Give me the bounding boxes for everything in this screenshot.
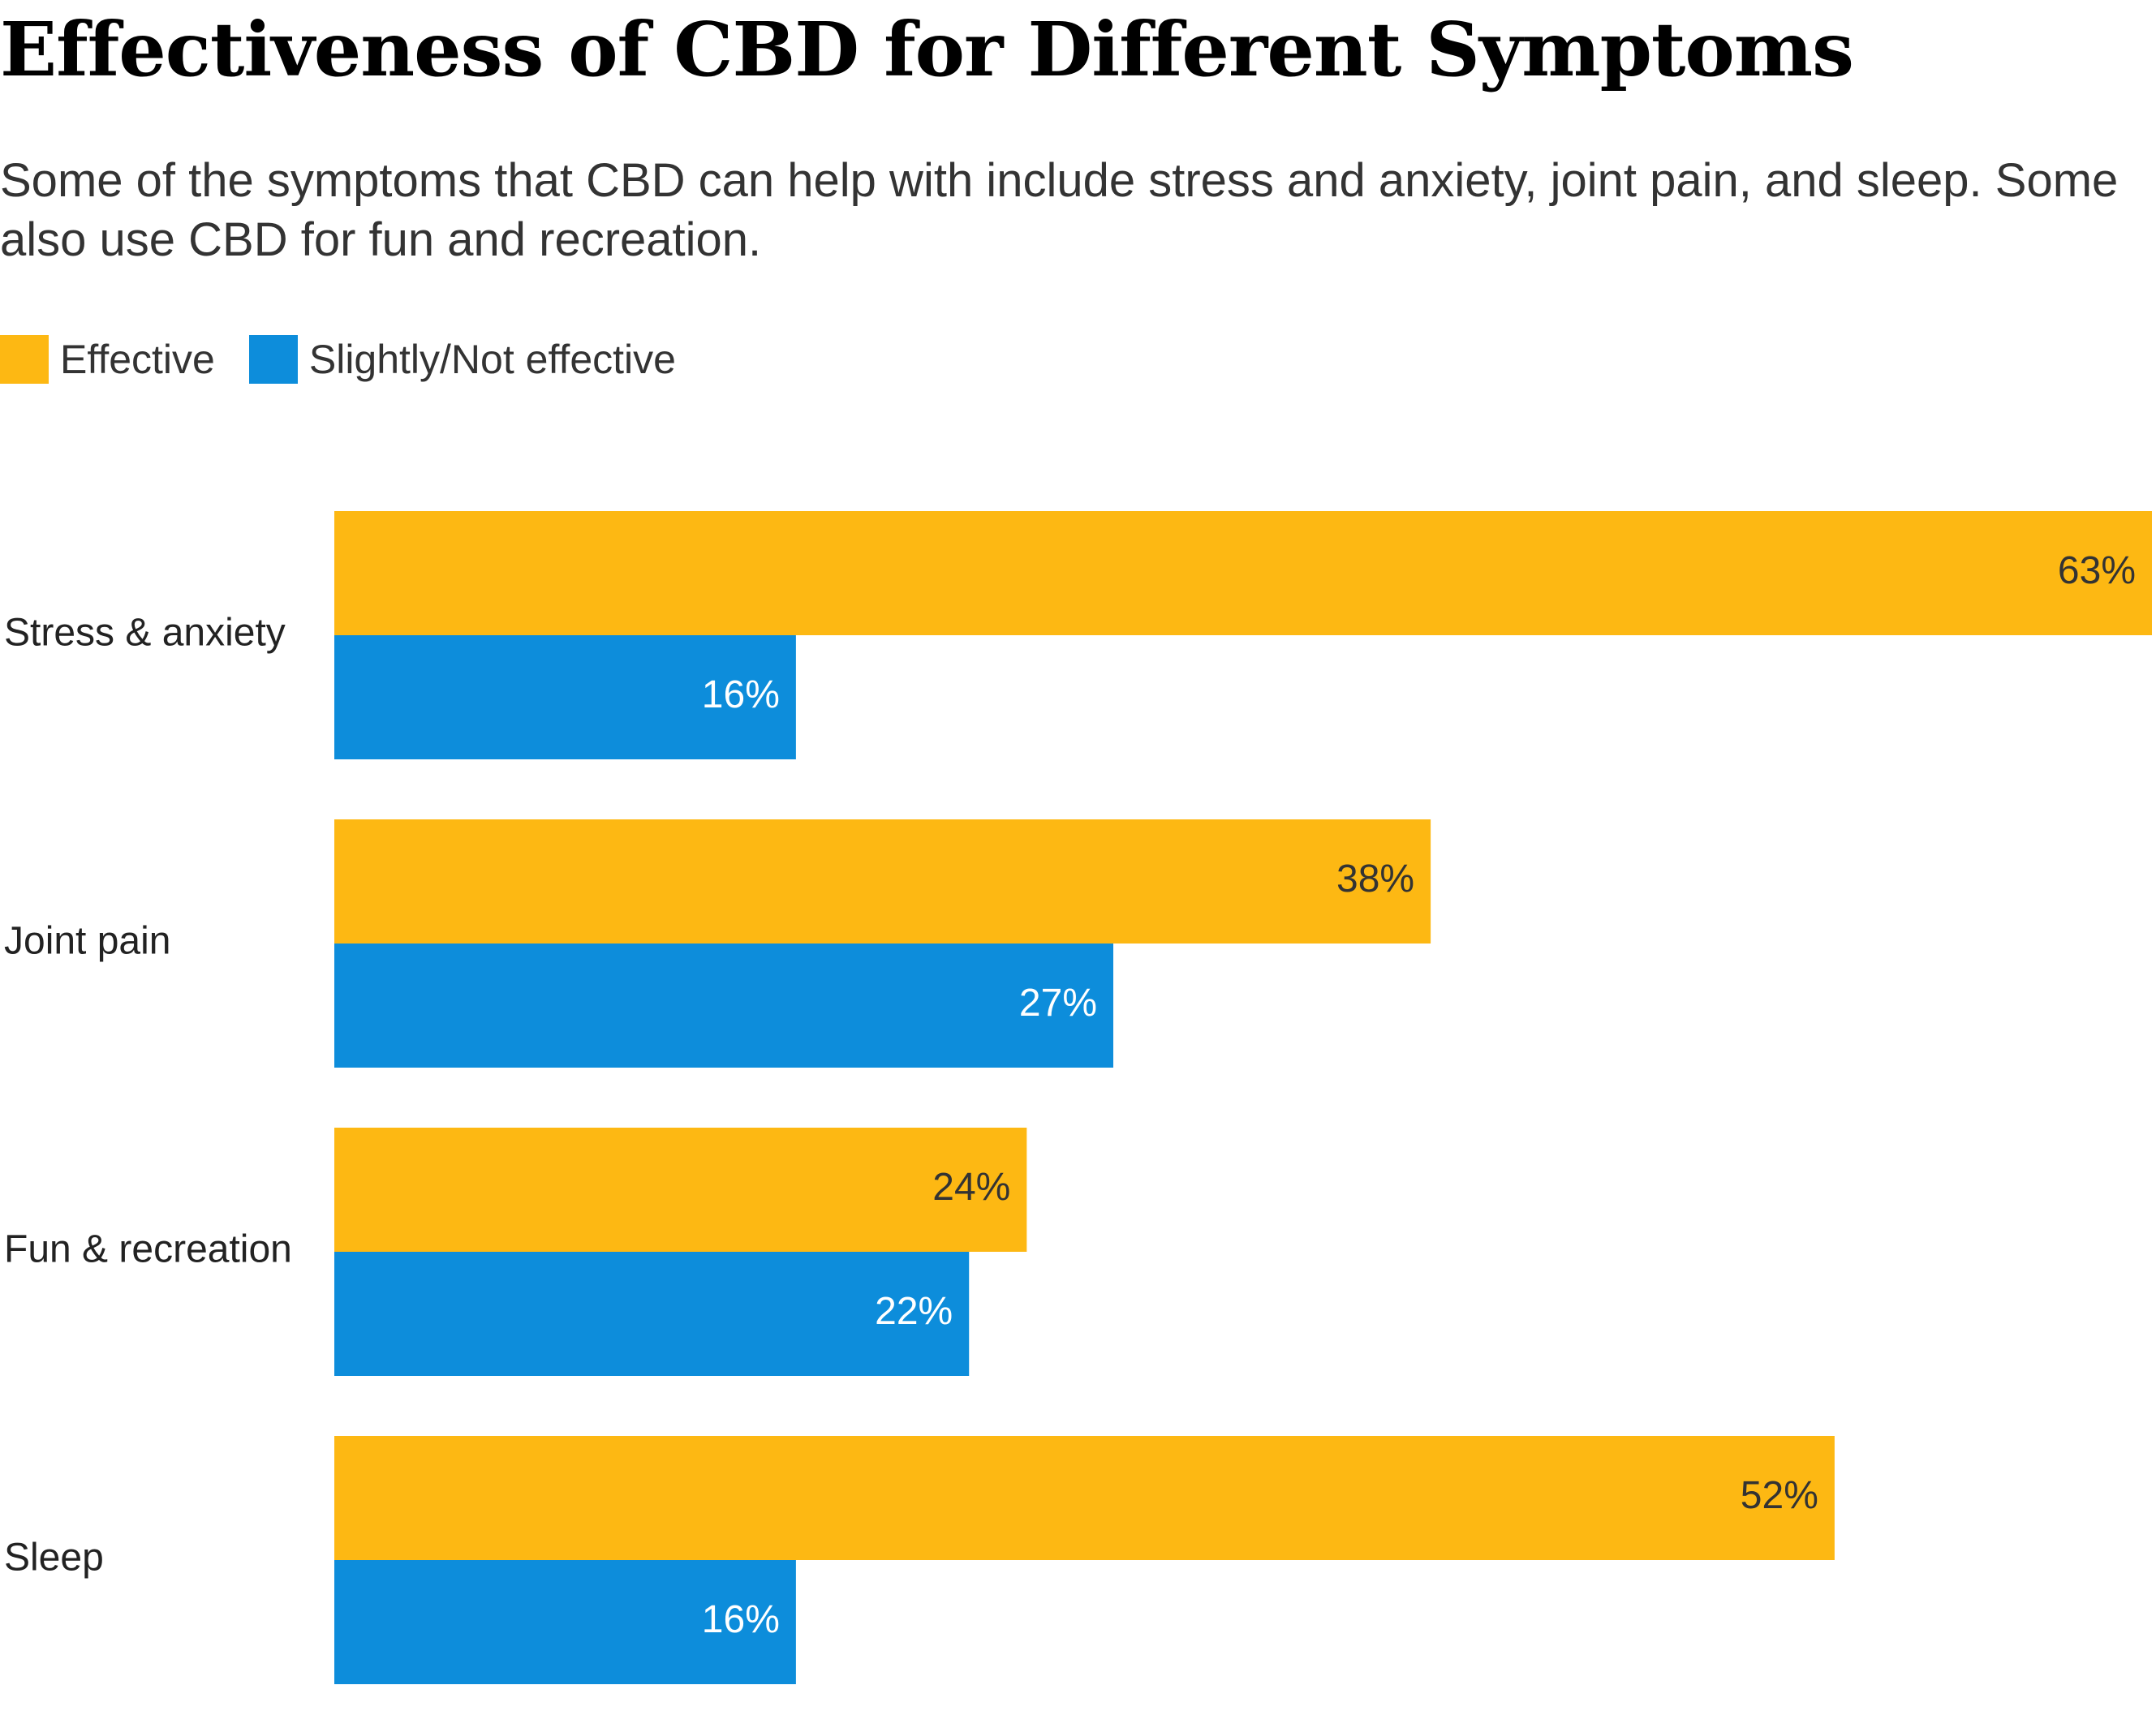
- data-label-slightly-not-effective-joint-pain: 27%: [1019, 982, 1097, 1025]
- bar-effective-sleep: [334, 1436, 1835, 1560]
- data-label-effective-fun-and-recreation: 24%: [932, 1166, 1010, 1209]
- legend-item-not-effective: Slightly/Not effective: [248, 335, 676, 384]
- category-label-sleep: Sleep: [4, 1537, 104, 1580]
- legend-label-not-effective: Slightly/Not effective: [308, 337, 676, 382]
- data-label-effective-stress-and-anxiety: 63%: [2058, 549, 2136, 592]
- category-label-stress-and-anxiety: Stress & anxiety: [4, 612, 286, 655]
- data-label-effective-joint-pain: 38%: [1336, 858, 1414, 901]
- bar-effective-stress-and-anxiety: [334, 511, 2152, 635]
- chart-subtitle: Some of the symptoms that CBD can help w…: [0, 154, 2119, 266]
- legend-swatch-effective: [0, 335, 49, 384]
- legend: Effective Slightly/Not effective: [0, 334, 710, 385]
- data-label-slightly-not-effective-fun-and-recreation: 22%: [875, 1290, 953, 1333]
- data-label-slightly-not-effective-stress-and-anxiety: 16%: [702, 673, 780, 716]
- legend-label-effective: Effective: [60, 337, 215, 382]
- data-label-slightly-not-effective-sleep: 16%: [702, 1598, 780, 1641]
- legend-item-effective: Effective: [0, 335, 215, 384]
- chart-title: Effectiveness of CBD for Different Sympt…: [0, 6, 1854, 93]
- data-label-effective-sleep: 52%: [1741, 1474, 1818, 1517]
- bar-effective-fun-and-recreation: [334, 1128, 1027, 1252]
- bar-slightly-not-effective-fun-and-recreation: [334, 1252, 970, 1376]
- category-label-fun-and-recreation: Fun & recreation: [4, 1228, 292, 1271]
- bar-slightly-not-effective-joint-pain: [334, 944, 1113, 1068]
- legend-swatch-not-effective: [248, 335, 298, 384]
- bar-slightly-not-effective-stress-and-anxiety: [334, 635, 796, 759]
- category-label-joint-pain: Joint pain: [4, 920, 170, 963]
- bar-effective-joint-pain: [334, 819, 1431, 944]
- bar-slightly-not-effective-sleep: [334, 1560, 796, 1684]
